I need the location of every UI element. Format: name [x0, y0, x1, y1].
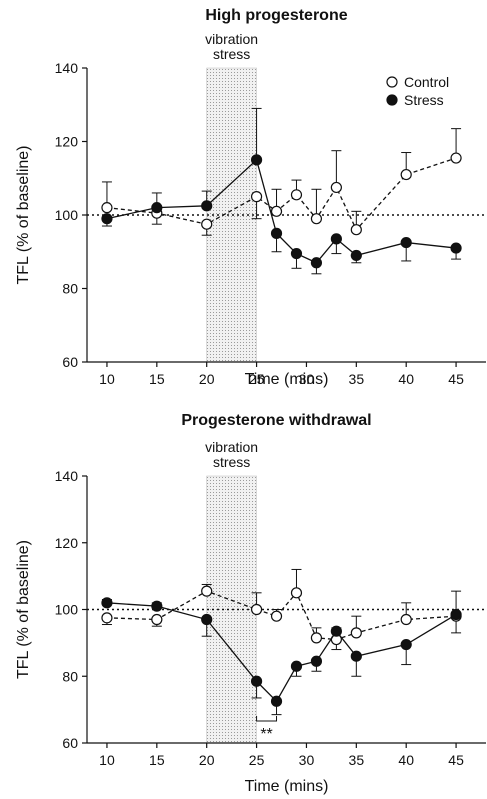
y-tick-label: 140: [55, 60, 79, 76]
data-point: [201, 218, 213, 230]
data-point: [330, 625, 342, 637]
data-point: [310, 213, 323, 225]
y-tick-label: 60: [62, 354, 78, 370]
data-point: [270, 205, 283, 217]
legend-marker: [386, 76, 398, 88]
legend-label: Control: [404, 74, 449, 90]
legend-label: Stress: [404, 92, 444, 108]
data-point: [151, 600, 163, 612]
x-tick-label: 10: [99, 371, 115, 387]
y-tick-label: 100: [55, 602, 79, 618]
series-control: [101, 568, 462, 651]
data-point: [290, 189, 303, 201]
data-point: [101, 612, 113, 624]
y-tick-label: 60: [62, 735, 78, 751]
data-point: [290, 587, 303, 599]
x-tick-label: 35: [349, 752, 365, 768]
x-tick-label: 15: [149, 752, 165, 768]
x-tick-label: 20: [199, 371, 215, 387]
chart-title: Progesterone withdrawal: [181, 412, 371, 429]
data-point: [450, 242, 462, 254]
y-tick-label: 100: [55, 207, 79, 223]
x-tick-label: 25: [249, 752, 265, 768]
data-point: [101, 597, 113, 609]
legend: Control Stress: [386, 74, 449, 108]
data-point: [290, 660, 303, 672]
x-tick-label: 45: [448, 371, 464, 387]
data-point: [101, 213, 113, 225]
x-tick-label: 40: [398, 371, 414, 387]
series-control: [101, 128, 462, 236]
data-point: [201, 200, 213, 212]
shaded-label-line2: stress: [213, 46, 250, 62]
y-tick-label: 140: [55, 468, 79, 484]
data-point: [270, 610, 283, 622]
shaded-stress-region: [206, 475, 257, 744]
x-tick-label: 35: [349, 371, 365, 387]
significance-bracket: [256, 716, 278, 722]
data-point: [250, 191, 263, 203]
shaded-label-line2: stress: [213, 454, 250, 470]
data-point: [101, 202, 113, 214]
data-point: [310, 632, 323, 644]
data-point: [250, 154, 263, 166]
data-point: [350, 249, 362, 262]
y-axis-title: TFL (% of baseline): [15, 145, 32, 284]
data-point: [270, 695, 283, 707]
legend-marker: [386, 94, 398, 106]
x-tick-label: 10: [99, 752, 115, 768]
data-point: [330, 233, 342, 245]
shaded-stress-region: [206, 67, 257, 363]
data-point: [450, 152, 462, 164]
data-point: [250, 603, 263, 616]
data-point: [400, 236, 412, 249]
data-point: [450, 608, 462, 621]
significance-label: **: [260, 726, 272, 743]
data-point: [400, 638, 412, 651]
data-point: [400, 613, 412, 626]
series-stress: [101, 590, 462, 716]
x-axis-title: Time (mins): [245, 778, 329, 795]
x-tick-label: 45: [448, 752, 464, 768]
data-point: [350, 627, 362, 639]
data-point: [151, 202, 163, 214]
data-point: [310, 655, 323, 667]
x-tick-label: 15: [149, 371, 165, 387]
x-tick-label: 30: [299, 371, 315, 387]
shaded-label-line1: vibration: [205, 439, 258, 455]
y-tick-label: 120: [55, 535, 79, 551]
x-tick-label: 30: [299, 752, 315, 768]
x-tick-label: 40: [398, 752, 414, 768]
x-tick-label: 20: [199, 752, 215, 768]
series-line: [106, 157, 457, 231]
shaded-label-line1: vibration: [205, 31, 258, 47]
chart-title: High progesterone: [205, 7, 347, 24]
data-point: [151, 613, 163, 626]
y-tick-label: 80: [62, 668, 78, 684]
data-point: [290, 247, 303, 260]
x-tick-label: 25: [249, 371, 265, 387]
data-point: [270, 227, 283, 239]
x-axis-title: Time (mins): [245, 371, 329, 388]
data-point: [350, 650, 362, 662]
y-tick-label: 120: [55, 134, 79, 150]
data-point: [310, 257, 323, 269]
series-stress: [101, 107, 462, 275]
y-axis-title: TFL (% of baseline): [15, 540, 32, 679]
data-point: [330, 181, 342, 194]
y-tick-label: 80: [62, 281, 78, 297]
data-point: [400, 168, 412, 181]
data-point: [350, 224, 362, 236]
data-point: [250, 675, 263, 687]
data-point: [201, 613, 213, 626]
data-point: [201, 585, 213, 597]
